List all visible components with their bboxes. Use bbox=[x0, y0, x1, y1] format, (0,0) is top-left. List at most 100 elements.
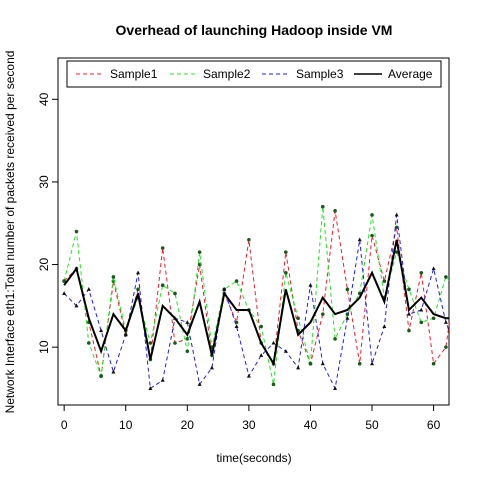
legend-label: Sample1 bbox=[110, 67, 158, 81]
data-point bbox=[197, 250, 202, 254]
legend-label: Sample2 bbox=[203, 67, 251, 81]
data-point bbox=[333, 386, 338, 390]
data-point bbox=[271, 382, 276, 387]
data-point bbox=[444, 345, 448, 349]
data-point bbox=[136, 287, 140, 292]
data-point bbox=[271, 340, 276, 345]
chart-title: Overhead of launching Hadoop inside VM bbox=[116, 22, 393, 38]
series-sample3 bbox=[62, 212, 460, 391]
legend-item-sample2: Sample2 bbox=[170, 67, 251, 81]
data-point bbox=[333, 337, 337, 341]
data-point bbox=[394, 212, 399, 217]
data-point bbox=[197, 262, 202, 267]
data-point bbox=[173, 291, 177, 296]
data-point bbox=[160, 246, 165, 250]
data-point bbox=[246, 373, 251, 378]
data-point bbox=[394, 250, 399, 254]
y-axis-label: Network Interface eth1:Total number of p… bbox=[3, 51, 17, 414]
data-point bbox=[283, 348, 288, 353]
x-tick-label: 40 bbox=[304, 418, 318, 432]
data-point bbox=[370, 233, 374, 238]
data-point bbox=[185, 349, 190, 354]
data-point bbox=[160, 283, 165, 288]
data-point bbox=[320, 312, 325, 316]
data-point bbox=[62, 291, 67, 295]
y-tick-label: 40 bbox=[37, 92, 51, 106]
data-point bbox=[431, 316, 436, 321]
y-tick-label: 20 bbox=[37, 258, 51, 272]
data-point bbox=[456, 353, 460, 357]
data-point bbox=[74, 303, 79, 308]
series-line bbox=[63, 239, 449, 367]
x-axis-label: time(seconds) bbox=[216, 451, 291, 465]
data-point bbox=[234, 324, 239, 329]
data-point bbox=[320, 204, 325, 209]
data-point bbox=[209, 365, 214, 370]
series-line bbox=[63, 214, 449, 391]
data-point bbox=[111, 275, 116, 279]
legend-item-sample3: Sample3 bbox=[262, 67, 344, 81]
y-tick-label: 10 bbox=[37, 340, 51, 354]
legend-label: Sample3 bbox=[296, 67, 344, 81]
data-point bbox=[407, 287, 411, 292]
x-tick-label: 50 bbox=[365, 418, 379, 432]
data-point bbox=[345, 287, 350, 292]
data-point bbox=[333, 209, 337, 213]
data-point bbox=[234, 279, 239, 283]
data-point bbox=[456, 254, 460, 258]
data-point bbox=[74, 229, 79, 234]
data-point bbox=[284, 250, 288, 254]
data-point bbox=[185, 337, 190, 341]
data-point bbox=[259, 324, 263, 329]
data-point bbox=[308, 282, 313, 287]
data-point bbox=[407, 328, 411, 333]
data-point bbox=[394, 225, 399, 230]
data-point bbox=[148, 341, 153, 345]
data-point bbox=[111, 369, 116, 374]
data-point bbox=[382, 324, 387, 329]
data-point bbox=[357, 361, 362, 366]
data-point bbox=[308, 361, 313, 366]
data-point bbox=[136, 270, 141, 275]
data-point bbox=[419, 271, 424, 275]
series-average bbox=[63, 239, 449, 367]
data-point bbox=[419, 320, 424, 325]
data-point bbox=[296, 365, 301, 370]
plot-frame bbox=[57, 57, 450, 406]
data-point bbox=[62, 279, 66, 283]
data-point bbox=[456, 288, 460, 292]
data-point bbox=[222, 287, 227, 291]
data-point bbox=[148, 386, 153, 390]
data-point bbox=[86, 341, 91, 345]
data-point bbox=[259, 353, 264, 357]
data-point bbox=[320, 361, 325, 366]
data-point bbox=[419, 307, 424, 312]
data-point bbox=[99, 374, 103, 378]
data-point bbox=[160, 377, 165, 382]
legend: Sample1 Sample2 Sample3 Average bbox=[66, 60, 442, 88]
series-sample1 bbox=[62, 209, 460, 378]
data-point bbox=[99, 328, 104, 333]
legend-item-average: Average bbox=[354, 67, 433, 81]
legend-label: Average bbox=[388, 67, 433, 81]
data-point bbox=[345, 315, 350, 320]
data-point bbox=[123, 332, 128, 337]
data-point bbox=[444, 275, 448, 279]
data-point bbox=[247, 237, 251, 242]
data-point bbox=[382, 279, 387, 283]
legend-item-sample1: Sample1 bbox=[76, 67, 158, 81]
x-tick-label: 30 bbox=[242, 418, 256, 432]
data-point bbox=[370, 213, 374, 217]
data-point bbox=[357, 237, 362, 242]
x-tick-label: 20 bbox=[181, 418, 195, 432]
data-point bbox=[197, 382, 202, 386]
data-point bbox=[443, 320, 448, 324]
data-point bbox=[296, 316, 300, 321]
series-sample2 bbox=[62, 204, 460, 387]
data-point bbox=[86, 287, 91, 291]
data-point bbox=[185, 320, 190, 324]
data-point bbox=[370, 361, 375, 366]
y-tick-label: 30 bbox=[37, 175, 51, 189]
data-point bbox=[406, 311, 411, 316]
